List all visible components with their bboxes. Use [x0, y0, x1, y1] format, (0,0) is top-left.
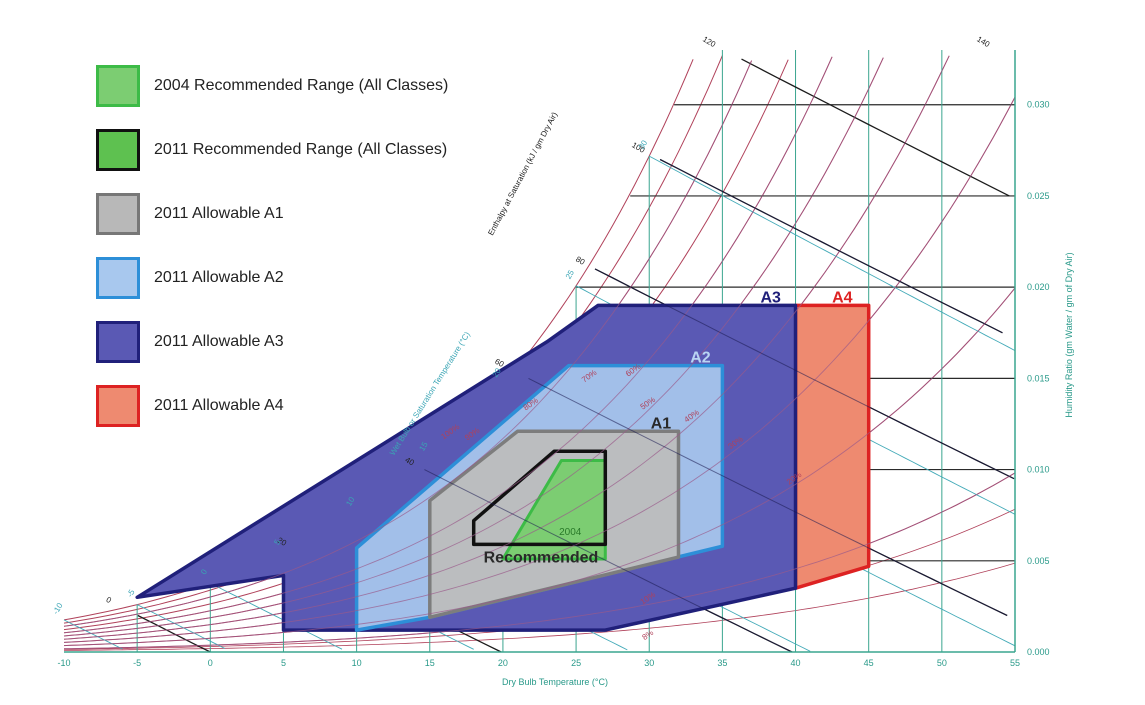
y-tick-label: 0.015	[1027, 373, 1050, 383]
enthalpy-tick-label: 80	[574, 255, 587, 268]
rh-curve	[63, 562, 1016, 651]
region-a4	[793, 303, 871, 590]
overlay-rh-curve	[63, 55, 950, 640]
region-label-a4: A4	[832, 289, 853, 306]
envelope-regions	[135, 303, 871, 632]
x-tick-label: 20	[498, 658, 508, 668]
wetbulb-line	[210, 582, 343, 650]
y-tick-label: 0.020	[1027, 282, 1050, 292]
overlay-enthalpy-line	[594, 268, 1015, 480]
y-tick-label: 0.010	[1027, 465, 1050, 475]
legend-swatch	[96, 321, 140, 363]
x-tick-label: 25	[571, 658, 581, 668]
legend-swatch	[96, 65, 140, 107]
legend-item: 2011 Allowable A3	[96, 320, 284, 364]
region-2011-recommended	[471, 449, 608, 547]
x-tick-label: -10	[57, 658, 70, 668]
overlay-rh-curve	[63, 56, 833, 634]
overlay-rh-curve	[63, 57, 884, 637]
x-tick-label: -5	[133, 658, 141, 668]
legend-item: 2011 Recommended Range (All Classes)	[96, 128, 447, 172]
enthalpy-axis-label: Enthalpy at Saturation (kJ / gm Dry Air)	[486, 110, 559, 237]
overlay-enthalpy-line	[424, 469, 793, 653]
x-tick-label: 45	[864, 658, 874, 668]
y-tick-label: 0.000	[1027, 647, 1050, 657]
x-tick-label: 30	[644, 658, 654, 668]
wetbulb-tick-label: 5	[272, 538, 282, 547]
overlay-enthalpy-line	[528, 377, 1008, 616]
overlay-rh-curve	[63, 60, 753, 627]
legend-item: 2011 Allowable A4	[96, 384, 284, 428]
region-label-a1: A1	[651, 415, 672, 432]
x-tick-label: 10	[352, 658, 362, 668]
enthalpy-tick-label: 120	[701, 35, 718, 50]
enthalpy-tick-label: 140	[975, 35, 992, 50]
y-tick-label: 0.030	[1027, 100, 1050, 110]
legend-label: 2011 Allowable A1	[154, 205, 284, 222]
y-tick-label: 0.005	[1027, 556, 1050, 566]
wetbulb-tick-label: -10	[51, 601, 65, 616]
enthalpy-line	[741, 58, 1010, 197]
wetbulb-line	[136, 604, 226, 649]
legend-swatch	[96, 129, 140, 171]
overlay-rh-curves	[63, 55, 1016, 653]
legend-swatch	[96, 385, 140, 427]
x-tick-label: 35	[717, 658, 727, 668]
overlay-rh-curve	[63, 287, 1016, 647]
legend-swatch	[96, 257, 140, 299]
legend-item: 2011 Allowable A1	[96, 192, 284, 236]
region-label-a2: A2	[690, 350, 711, 367]
x-tick-label: 40	[791, 658, 801, 668]
legend-label: 2011 Recommended Range (All Classes)	[154, 141, 448, 158]
legend-item: 2011 Allowable A2	[96, 256, 284, 300]
legend-swatch	[96, 193, 140, 235]
rh-label: 8%	[640, 628, 655, 642]
wetbulb-tick-label: 25	[564, 268, 577, 281]
x-axis-label: Dry Bulb Temperature (°C)	[502, 677, 608, 687]
x-tick-label: 55	[1010, 658, 1020, 668]
x-tick-label: 0	[208, 658, 213, 668]
wetbulb-line	[648, 155, 1016, 351]
legend-label: 2011 Allowable A2	[154, 269, 284, 286]
x-tick-label: 50	[937, 658, 947, 668]
legend-label: 2011 Allowable A3	[154, 333, 284, 350]
enthalpy-tick-label: 0	[104, 595, 113, 605]
x-tick-label: 5	[281, 658, 286, 668]
y-axis-label: Humidity Ratio (gm Water / gm of Dry Air…	[1064, 252, 1074, 417]
x-tick-label: 15	[425, 658, 435, 668]
region-label-recommended: Recommended	[484, 549, 599, 566]
wetbulb-tick-label: 0	[199, 567, 209, 576]
region-label-2004: 2004	[559, 527, 582, 538]
legend-label: 2011 Allowable A4	[154, 397, 284, 414]
y-tick-label: 0.025	[1027, 191, 1050, 201]
region-label-a3: A3	[760, 289, 781, 306]
legend-label: 2004 Recommended Range (All Classes)	[154, 77, 449, 94]
legend-item: 2004 Recommended Range (All Classes)	[96, 64, 448, 108]
overlay-enthalpy-line	[659, 159, 1003, 334]
overlay-rh-curve	[63, 96, 1016, 643]
overlay-rh-curve	[63, 472, 1016, 650]
wetbulb-tick-label: -5	[125, 588, 137, 599]
